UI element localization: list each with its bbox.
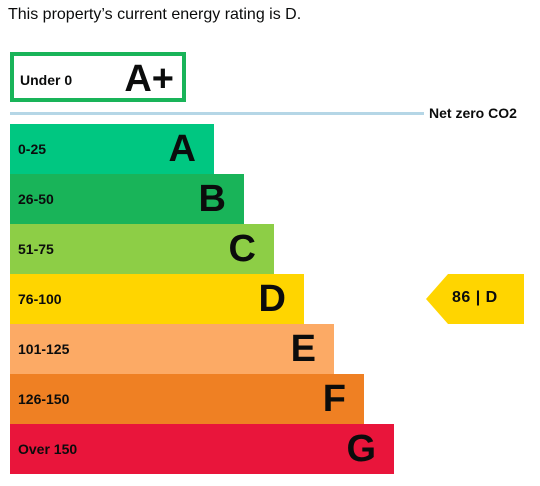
net-zero-label: Net zero CO2 (429, 105, 517, 121)
band-e-letter: E (290, 328, 316, 370)
page-heading: This property’s current energy rating is… (8, 6, 302, 23)
band-a: 0-25 A (10, 124, 214, 174)
band-g: Over 150 G (10, 424, 394, 474)
band-a-letter: A (168, 128, 196, 170)
band-g-letter: G (346, 428, 376, 470)
band-d-range: 76-100 (18, 291, 62, 307)
band-e-range: 101-125 (18, 341, 70, 357)
net-zero-divider (10, 112, 424, 115)
band-c-letter: C (228, 228, 256, 270)
band-d: 76-100 D (10, 274, 304, 324)
band-d-letter: D (258, 278, 286, 320)
band-a-plus-range: Under 0 (20, 72, 73, 88)
band-f-letter: F (322, 378, 346, 420)
current-rating-label: 86 | D (452, 289, 498, 306)
current-rating-marker: 86 | D (426, 274, 524, 324)
band-a-plus-letter: A+ (124, 58, 174, 100)
band-g-range: Over 150 (18, 441, 78, 457)
band-c-range: 51-75 (18, 241, 54, 257)
band-b-range: 26-50 (18, 191, 54, 207)
current-rating-arrow (426, 274, 524, 324)
band-b: 26-50 B (10, 174, 244, 224)
band-a-range: 0-25 (18, 141, 47, 157)
band-a-plus: Under 0 A+ (10, 52, 186, 102)
band-e: 101-125 E (10, 324, 334, 374)
band-f-range: 126-150 (18, 391, 70, 407)
band-b-letter: B (198, 178, 226, 220)
band-c: 51-75 C (10, 224, 274, 274)
band-f: 126-150 F (10, 374, 364, 424)
